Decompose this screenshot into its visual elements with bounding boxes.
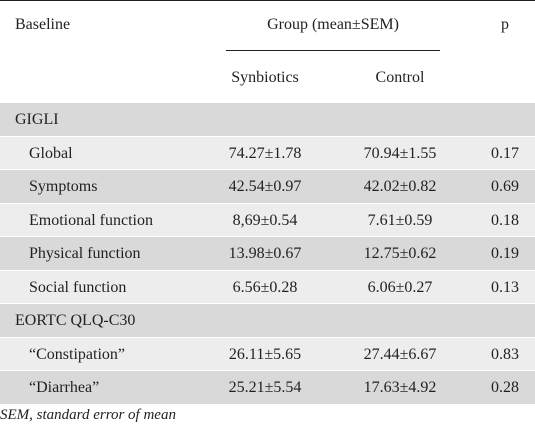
row-label: Global bbox=[29, 144, 73, 162]
synbiotics-value: 74.27±1.78 bbox=[228, 144, 302, 162]
top-rule bbox=[0, 0, 535, 1]
p-value: 0.83 bbox=[491, 345, 519, 363]
table-footnote: SEM, standard error of mean bbox=[0, 407, 176, 423]
control-value: 7.61±0.59 bbox=[367, 211, 433, 229]
p-value: 0.28 bbox=[491, 379, 519, 396]
table-row-emotional-function: Emotional function 8,69±0.54 7.61±0.59 0… bbox=[0, 203, 535, 237]
row-label: “Diarrhea” bbox=[29, 379, 100, 396]
table-row-constipation: “Constipation” 26.11±5.65 27.44±6.67 0.8… bbox=[0, 337, 535, 371]
row-label: Symptoms bbox=[29, 178, 98, 195]
synbiotics-value: 13.98±0.67 bbox=[228, 245, 302, 262]
table-row-gigli: GIGLI bbox=[0, 103, 535, 137]
p-value: 0.69 bbox=[491, 178, 519, 195]
data-table: Baseline Group (mean±SEM) p Synbiotics C… bbox=[0, 0, 535, 405]
p-value: 0.19 bbox=[491, 245, 519, 262]
synbiotics-value: 26.11±5.65 bbox=[228, 345, 302, 363]
header-p: p bbox=[501, 16, 509, 33]
row-label: Physical function bbox=[29, 245, 141, 262]
table-header: Baseline Group (mean±SEM) p Synbiotics C… bbox=[0, 0, 535, 103]
synbiotics-value: 42.54±0.97 bbox=[228, 178, 302, 195]
header-group: Group (mean±SEM) bbox=[267, 16, 399, 33]
table-row-global: Global 74.27±1.78 70.94±1.55 0.17 bbox=[0, 136, 535, 170]
synbiotics-value: 25.21±5.54 bbox=[228, 379, 302, 396]
header-baseline: Baseline bbox=[15, 16, 71, 33]
control-value: 6.06±0.27 bbox=[367, 278, 433, 296]
table-row-social-function: Social function 6.56±0.28 6.06±0.27 0.13 bbox=[0, 270, 535, 304]
control-value: 42.02±0.82 bbox=[363, 178, 437, 195]
header-control: Control bbox=[375, 69, 425, 86]
table-row-physical-function: Physical function 13.98±0.67 12.75±0.62 … bbox=[0, 237, 535, 271]
row-label: “Constipation” bbox=[29, 345, 125, 363]
p-value: 0.18 bbox=[491, 211, 519, 229]
synbiotics-value: 8,69±0.54 bbox=[232, 211, 298, 229]
control-value: 12.75±0.62 bbox=[363, 245, 437, 262]
group-rule bbox=[226, 50, 440, 51]
p-value: 0.13 bbox=[491, 278, 519, 296]
control-value: 70.94±1.55 bbox=[363, 144, 437, 162]
header-synbiotics: Synbiotics bbox=[231, 69, 299, 86]
p-value: 0.17 bbox=[491, 144, 519, 162]
control-value: 27.44±6.67 bbox=[363, 345, 437, 363]
table-row-diarrhea: “Diarrhea” 25.21±5.54 17.63±4.92 0.28 bbox=[0, 371, 535, 405]
control-value: 17.63±4.92 bbox=[363, 379, 437, 396]
row-label: GIGLI bbox=[15, 111, 59, 128]
row-label: Social function bbox=[29, 278, 127, 296]
table-row-symptoms: Symptoms 42.54±0.97 42.02±0.82 0.69 bbox=[0, 170, 535, 204]
table-row-eortc: EORTC QLQ-C30 bbox=[0, 304, 535, 338]
synbiotics-value: 6.56±0.28 bbox=[232, 278, 298, 296]
row-label: Emotional function bbox=[29, 211, 153, 229]
row-label: EORTC QLQ-C30 bbox=[15, 312, 136, 329]
